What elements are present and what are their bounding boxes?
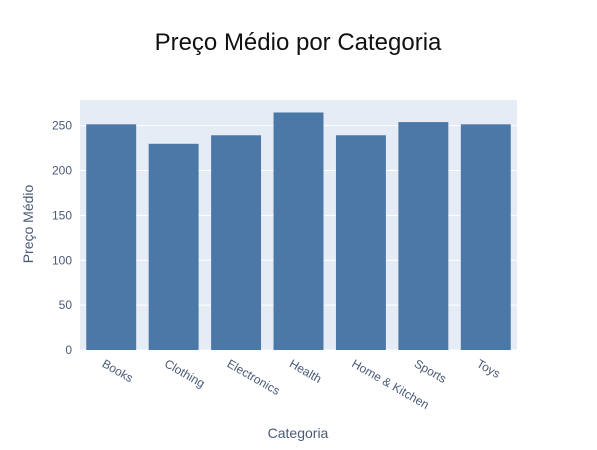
x-tick-label: Toys <box>474 356 502 380</box>
x-tick-label: Sports <box>412 356 449 385</box>
bar-clothing <box>148 143 199 350</box>
bar-home-kitchen <box>335 135 386 350</box>
x-axis-ticks: Books Clothing Electronics Health Home & Kit… <box>100 356 503 411</box>
bar-electronics <box>211 135 262 350</box>
y-tick-label: 200 <box>52 164 72 178</box>
x-axis-title: Categoria <box>268 425 329 441</box>
y-tick-label: 50 <box>59 298 73 312</box>
x-tick-label: Clothing <box>162 356 207 390</box>
x-tick-label: Electronics <box>225 356 283 397</box>
bar-toys <box>460 124 511 350</box>
y-tick-label: 150 <box>52 208 72 222</box>
chart-title: Preço Médio por Categoria <box>155 29 442 56</box>
x-tick-label: Books <box>100 356 136 385</box>
bar-books <box>86 124 137 350</box>
y-tick-label: 100 <box>52 253 72 267</box>
y-tick-label: 0 <box>65 343 72 357</box>
y-tick-label: 250 <box>52 119 72 133</box>
y-axis-ticks: 0 50 100 150 200 250 <box>52 119 72 357</box>
bars <box>86 112 511 350</box>
y-axis-title: Preço Médio <box>20 184 36 263</box>
x-tick-label: Health <box>287 356 324 385</box>
bar-health <box>273 112 324 350</box>
bar-sports <box>398 122 449 350</box>
